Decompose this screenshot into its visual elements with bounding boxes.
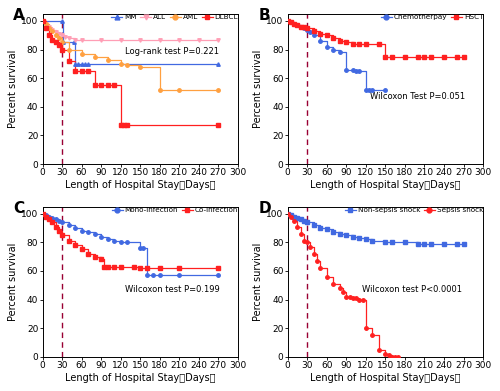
Y-axis label: Percent survival: Percent survival [8,242,18,321]
X-axis label: Length of Hospital Stay（Days）: Length of Hospital Stay（Days） [310,180,460,190]
Text: Log-rank test P=0.221: Log-rank test P=0.221 [124,47,218,56]
X-axis label: Length of Hospital Stay（Days）: Length of Hospital Stay（Days） [65,180,216,190]
X-axis label: Length of Hospital Stay（Days）: Length of Hospital Stay（Days） [310,373,460,383]
Text: Wilcoxon test P=0.199: Wilcoxon test P=0.199 [124,285,220,294]
Text: Wilcoxon Test P=0.051: Wilcoxon Test P=0.051 [370,92,465,101]
Legend: Chemotherpay, HSCT: Chemotherpay, HSCT [378,11,486,23]
Text: A: A [13,8,25,23]
Y-axis label: Percent survival: Percent survival [254,242,264,321]
Legend: Non-sepsis shock, Sepsis shock: Non-sepsis shock, Sepsis shock [342,204,486,216]
Legend: Mono-infection, Co-infection: Mono-infection, Co-infection [109,204,241,216]
Y-axis label: Percent survival: Percent survival [254,50,264,128]
Text: D: D [258,201,271,215]
Text: B: B [258,8,270,23]
X-axis label: Length of Hospital Stay（Days）: Length of Hospital Stay（Days） [65,373,216,383]
Y-axis label: Percent survival: Percent survival [8,50,18,128]
Text: C: C [13,201,24,215]
Text: Wilcoxon test P<0.0001: Wilcoxon test P<0.0001 [362,285,462,294]
Legend: MM, ALL, AML, DLBCL: MM, ALL, AML, DLBCL [108,11,241,23]
